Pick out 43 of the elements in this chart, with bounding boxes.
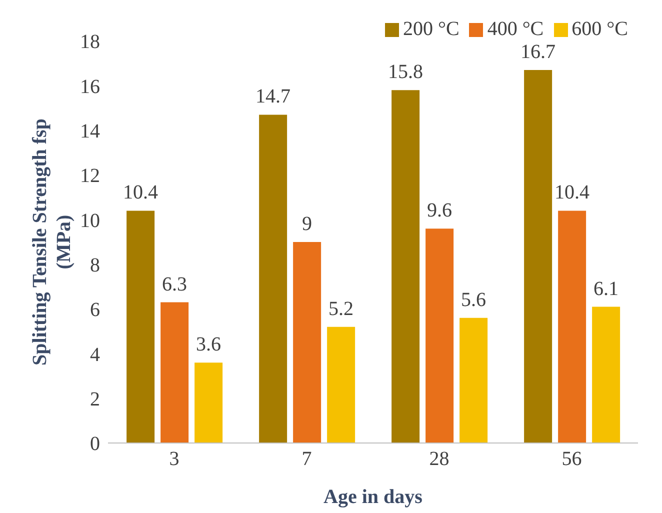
y-tick-label: 16: [80, 76, 100, 98]
bar: [327, 326, 356, 443]
y-tick-label: 8: [90, 254, 100, 276]
y-tick-label: 18: [80, 31, 100, 54]
y-tick-label: 10: [80, 210, 100, 232]
data-label: 16.7: [520, 41, 556, 64]
y-tick-label: 0: [90, 433, 100, 456]
data-label: 6.3: [162, 273, 188, 296]
data-label: 3.6: [196, 334, 222, 356]
bar: [194, 362, 223, 443]
bar: [558, 210, 586, 443]
y-tick-label: 4: [90, 344, 100, 366]
y-tick-label: 2: [90, 388, 100, 410]
y-tick-label: 14: [80, 120, 100, 142]
x-axis-title: Age in days: [324, 486, 423, 508]
data-label: 5.6: [461, 288, 486, 311]
data-label: 9.6: [427, 200, 452, 222]
bar: [392, 90, 420, 443]
bar: [460, 318, 488, 443]
x-tick-label: 7: [302, 448, 312, 470]
data-label: 15.8: [388, 61, 424, 84]
data-label: 5.2: [328, 298, 354, 320]
legend-label: 200 °C: [402, 18, 460, 40]
y-tick-label: 12: [80, 165, 100, 188]
data-label: 6.1: [594, 278, 619, 300]
y-axis-title: Splitting Tensile Strength fsp (MPa): [29, 118, 75, 366]
x-tick-label: 56: [562, 448, 582, 470]
bar: [592, 306, 620, 443]
data-label: 10.4: [554, 182, 590, 204]
data-label: 9: [302, 213, 312, 235]
bar: [259, 114, 288, 443]
bar: [160, 302, 189, 443]
bar: [293, 242, 322, 443]
bar: [126, 210, 155, 443]
bar: [426, 228, 454, 443]
legend-label: 600 °C: [572, 18, 628, 40]
x-tick-label: 28: [429, 448, 450, 470]
data-label: 10.4: [123, 182, 158, 204]
x-tick-label: 3: [169, 448, 180, 470]
legend-label: 400 °C: [487, 18, 544, 40]
data-label: 14.7: [256, 86, 291, 108]
bar: [524, 70, 552, 443]
y-tick-label: 6: [90, 299, 100, 322]
